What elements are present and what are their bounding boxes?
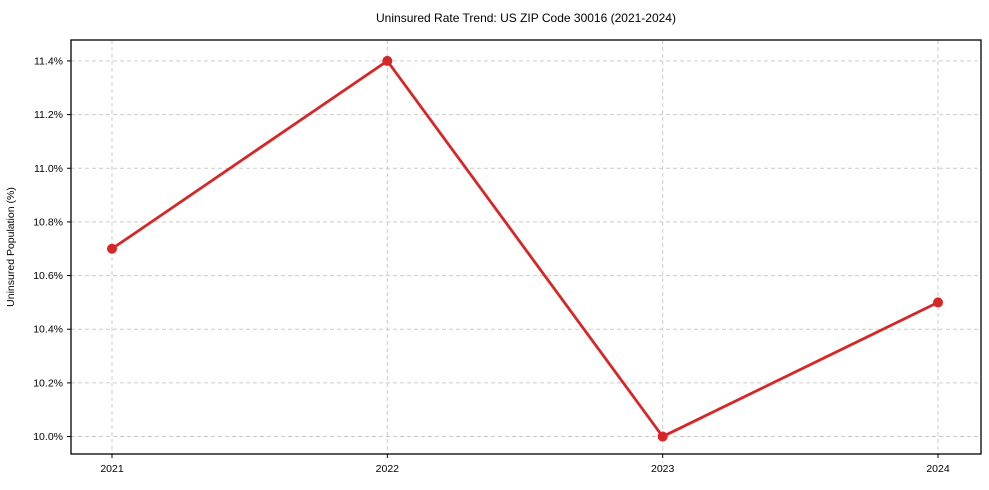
chart-title: Uninsured Rate Trend: US ZIP Code 30016 … bbox=[376, 11, 676, 25]
y-tick-label: 10.8% bbox=[33, 216, 63, 228]
data-point-marker bbox=[107, 243, 117, 254]
grid-layer bbox=[71, 40, 981, 454]
data-series-layer bbox=[107, 55, 943, 442]
x-tick-label: 2023 bbox=[651, 463, 675, 475]
y-tick-label: 10.4% bbox=[33, 324, 63, 336]
y-tick-label: 10.2% bbox=[33, 377, 63, 389]
x-tick-label: 2021 bbox=[100, 463, 124, 475]
plot-frame bbox=[70, 39, 982, 455]
y-tick-label: 11.0% bbox=[34, 163, 63, 175]
y-tick-label: 11.4% bbox=[34, 55, 63, 67]
y-axis-label: Uninsured Population (%) bbox=[5, 187, 17, 307]
x-tick-label: 2022 bbox=[376, 463, 400, 475]
data-point-marker bbox=[933, 297, 943, 308]
data-point-marker bbox=[382, 55, 393, 66]
data-point-marker bbox=[657, 431, 668, 442]
y-tick-label: 10.6% bbox=[33, 270, 63, 282]
y-tick-label: 10.0% bbox=[33, 431, 63, 443]
axes-layer: 10.0% 10.2% 10.4% 10.6% 10.8% 11.0% 11.2% 11.4%… bbox=[33, 39, 982, 475]
y-tick-label: 11.2% bbox=[34, 109, 63, 121]
data-line bbox=[110, 59, 940, 438]
x-tick-label: 2024 bbox=[926, 463, 950, 475]
